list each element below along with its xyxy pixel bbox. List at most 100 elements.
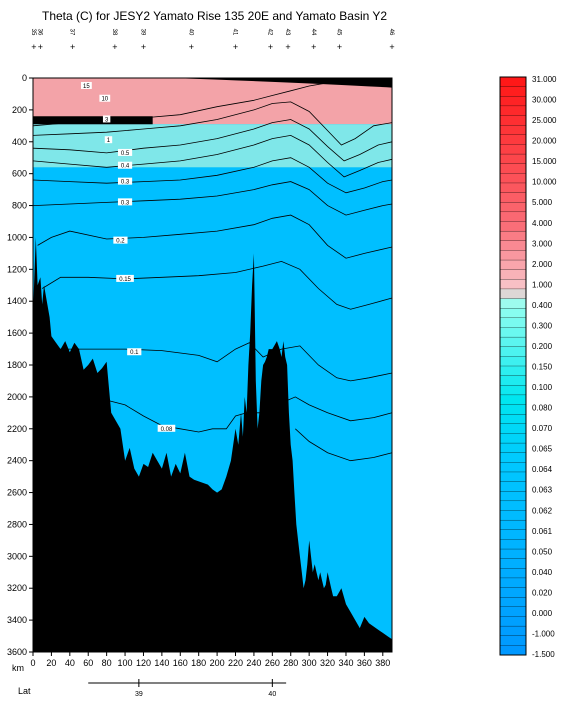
station-label: 35 — [30, 29, 36, 36]
color-scale-step — [499, 259, 527, 271]
y-tick-label: 1200 — [7, 264, 27, 274]
y-tick-label: 1800 — [7, 360, 27, 370]
contour-line-0.1 — [56, 342, 393, 382]
x-tick-label: 0 — [30, 658, 35, 668]
color-scale-step — [499, 606, 527, 617]
contour-line-0.15 — [41, 260, 393, 310]
station-plus: + — [38, 42, 43, 52]
color-scale-label: 0.064 — [532, 465, 553, 474]
color-scale-label: -1.000 — [532, 629, 555, 638]
y-tick-label: 1400 — [7, 296, 27, 306]
x-axis: 0 20 40 60 80 100 120 140 160 180 200 220 240 260 280 3… — [30, 652, 390, 668]
color-scale-label: 0.065 — [532, 445, 553, 454]
y-tick-label: 3600 — [7, 647, 27, 657]
x-tick-label: 20 — [46, 658, 56, 668]
color-scale-step — [499, 365, 527, 377]
color-scale-step — [499, 96, 527, 107]
color-scale-step — [499, 471, 527, 483]
x-tick-label: 40 — [65, 658, 75, 668]
contour-label: 0.3 — [121, 180, 130, 186]
color-scale-step — [499, 250, 527, 261]
contour-label-box — [117, 148, 133, 156]
y-tick-label: 0 — [22, 73, 27, 83]
color-scale-label: 20.000 — [532, 137, 557, 146]
y-tick-label: 3200 — [7, 583, 27, 593]
x-tick-label: 60 — [83, 658, 93, 668]
contour-label: 0.08 — [161, 427, 173, 433]
color-scale-label: 0.100 — [532, 383, 553, 392]
color-scale-label: 0.000 — [532, 609, 553, 618]
y-axis: 0 200 400 600 800 1000 1200 1400 1600 1800 2000 220… — [7, 73, 33, 657]
station-plus: + — [189, 42, 194, 52]
contour-label: 0.2 — [116, 239, 125, 245]
station-plus: + — [389, 42, 394, 52]
x-tick-label: 160 — [173, 658, 188, 668]
station-plus: + — [141, 42, 146, 52]
lat-axis-label: Lat — [18, 686, 31, 696]
y-tick-label: 1000 — [7, 232, 27, 242]
station-label: 36 — [36, 29, 42, 36]
color-scale-label: 31.000 — [532, 75, 557, 84]
color-scale-label: 15.000 — [532, 157, 557, 166]
color-scale-label: 3.000 — [532, 239, 553, 248]
x-tick-label: 320 — [320, 658, 335, 668]
station-label: 45 — [336, 29, 342, 36]
color-scale-label: 0.050 — [532, 547, 553, 556]
contour-labels: 15 10 3 1 0.5 0.4 0.3 0.3 0.2 0.15 0.1 0.08 — [80, 81, 176, 433]
color-scale-step — [499, 240, 527, 251]
color-scale-step — [499, 568, 527, 579]
color-scale-label: 1.000 — [532, 280, 553, 289]
color-scale-step — [499, 86, 527, 97]
color-scale-label: 0.080 — [532, 404, 553, 413]
color-scale-step — [499, 597, 527, 608]
color-scale-step — [499, 635, 527, 646]
color-scale-step — [499, 279, 527, 290]
color-scale-step — [499, 134, 527, 145]
x-axis-unit: km — [12, 663, 24, 673]
color-scale-step — [499, 414, 527, 425]
color-scale-label: 0.200 — [532, 342, 553, 351]
color-scale-step — [499, 481, 527, 492]
color-scale-step — [499, 625, 527, 637]
color-scale-step — [499, 182, 527, 194]
color-scale-frame — [499, 76, 527, 656]
color-scale-step — [499, 519, 527, 531]
contour-label: 1 — [107, 138, 111, 144]
x-tick-label: 220 — [228, 658, 243, 668]
color-scale-label: 0.150 — [532, 363, 553, 372]
contour-label-box — [117, 198, 133, 206]
color-scale-label: 0.020 — [532, 588, 553, 597]
color-scale-step — [499, 230, 527, 242]
color-scale-step — [499, 423, 527, 434]
color-scale-step — [499, 558, 527, 569]
color-scale-label: 0.062 — [532, 506, 553, 515]
contour-label: 0.15 — [119, 277, 131, 283]
contour-label: 0.5 — [121, 151, 130, 157]
color-scale-step — [499, 385, 527, 396]
color-scale-step — [499, 308, 527, 319]
color-scale-label: 0.061 — [532, 527, 553, 536]
color-scale-step — [499, 221, 527, 232]
station-markers: 35+36+37+38+39+40+41+42+43+44+45+46+ — [30, 29, 395, 52]
color-scale-step — [499, 404, 527, 415]
station-label: 43 — [284, 29, 290, 36]
y-tick-label: 800 — [12, 201, 27, 211]
contour-label-box — [127, 348, 142, 356]
color-scale-step — [499, 269, 527, 280]
y-tick-label: 600 — [12, 169, 27, 179]
lat-tick-label: 40 — [268, 691, 276, 698]
station-plus: + — [112, 42, 117, 52]
color-scale-step — [499, 462, 527, 473]
contour-label-box — [99, 94, 111, 102]
x-tick-label: 80 — [102, 658, 112, 668]
color-scale-step — [499, 346, 527, 357]
y-tick-label: 1600 — [7, 328, 27, 338]
color-scale-step — [499, 616, 527, 627]
station-plus: + — [31, 42, 36, 52]
y-tick-label: 2400 — [7, 456, 27, 466]
color-scale-step — [499, 327, 527, 338]
x-tick-label: 260 — [265, 658, 280, 668]
station-label: 38 — [111, 29, 117, 36]
color-scale-step — [499, 202, 527, 213]
